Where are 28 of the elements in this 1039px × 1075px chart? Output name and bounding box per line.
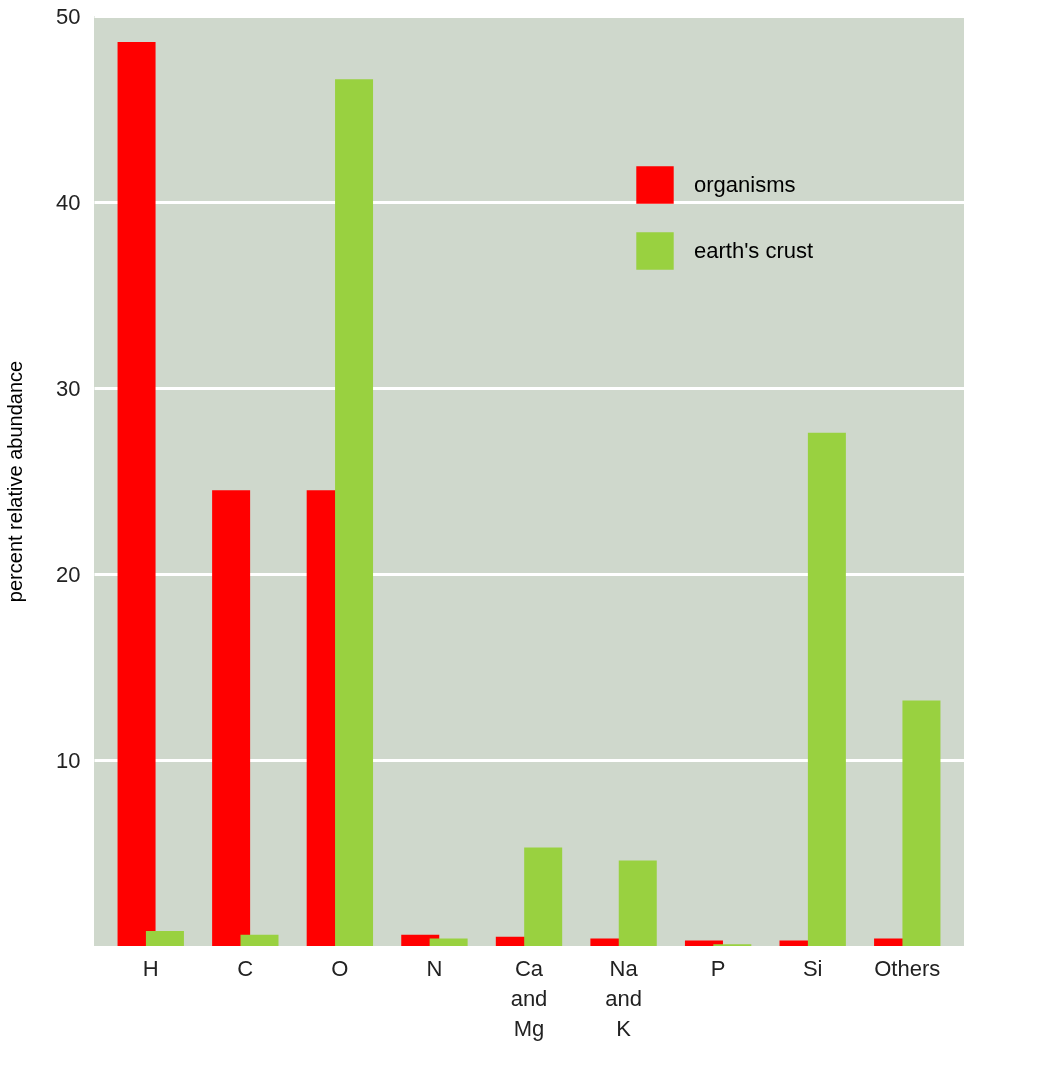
bar: [212, 490, 251, 946]
bar: [902, 700, 941, 946]
x-tick-label: H: [142, 955, 159, 981]
x-tick-label: N: [426, 955, 443, 981]
x-tick-label: Others: [874, 955, 941, 981]
x-tick-label: P: [710, 955, 726, 981]
bar: [684, 940, 723, 946]
x-tick-label: Na and K: [605, 955, 642, 1041]
bar: [145, 931, 184, 946]
bar: [240, 934, 279, 946]
bar: [429, 938, 468, 946]
y-tick-label: 40: [56, 189, 81, 215]
x-tick-label: Si: [802, 955, 823, 981]
x-tick-label: C: [237, 955, 254, 981]
bar: [335, 79, 374, 946]
bar: [524, 847, 563, 946]
bar: [618, 860, 657, 946]
bar: [807, 432, 846, 946]
bar: [117, 42, 156, 946]
y-tick-label: 20: [56, 561, 81, 587]
x-tick-label: O: [331, 955, 349, 981]
y-axis-title: percent relative abundance: [4, 360, 27, 603]
y-tick-label: 50: [56, 3, 81, 29]
y-tick-label: 10: [56, 747, 81, 773]
y-tick-label: 30: [56, 375, 81, 401]
legend-label: earth's crust: [694, 238, 814, 263]
legend-label: organisms: [694, 172, 796, 197]
x-tick-label: Ca and Mg: [510, 955, 548, 1041]
